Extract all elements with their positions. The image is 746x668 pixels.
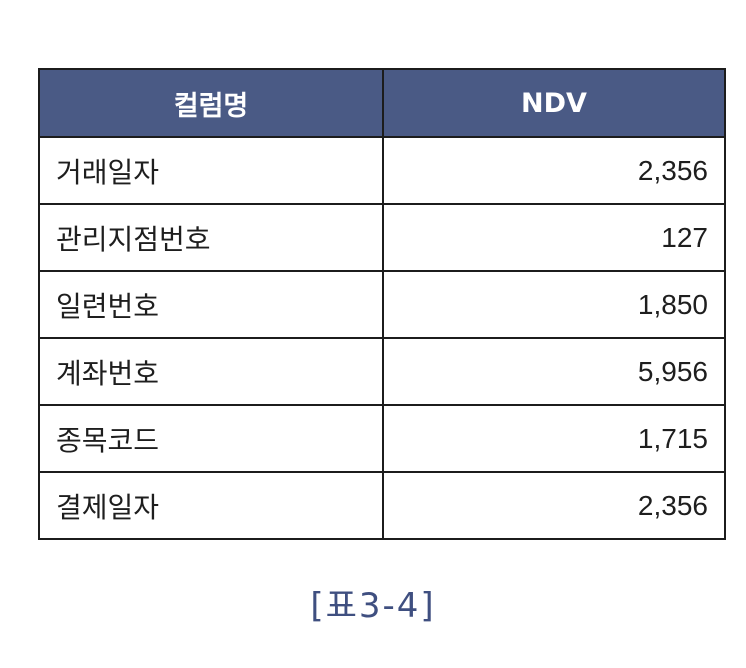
cell-column-name: 거래일자 [38,136,384,205]
table-row: 종목코드 1,715 [38,404,726,473]
table-row: 결제일자 2,356 [38,471,726,540]
column-header-ndv: NDV [382,68,726,138]
cell-column-name: 결제일자 [38,471,384,540]
header-row: 컬럼명 NDV [38,68,726,138]
ndv-table: 컬럼명 NDV 거래일자 2,356 관리지점번호 127 일련번호 1,850… [38,68,726,540]
cell-column-name: 일련번호 [38,270,384,339]
cell-ndv-value: 5,956 [382,337,726,406]
table-header: 컬럼명 NDV [38,68,726,138]
table-caption: [표3-4] [310,586,436,626]
cell-ndv-value: 127 [382,203,726,272]
cell-ndv-value: 2,356 [382,471,726,540]
table-row: 일련번호 1,850 [38,270,726,339]
cell-column-name: 종목코드 [38,404,384,473]
cell-ndv-value: 1,715 [382,404,726,473]
cell-column-name: 관리지점번호 [38,203,384,272]
table-body: 거래일자 2,356 관리지점번호 127 일련번호 1,850 계좌번호 5,… [38,136,726,540]
cell-ndv-value: 1,850 [382,270,726,339]
column-header-name: 컬럼명 [38,68,384,138]
table-row: 거래일자 2,356 [38,136,726,205]
table-row: 관리지점번호 127 [38,203,726,272]
table-row: 계좌번호 5,956 [38,337,726,406]
ndv-table-container: 컬럼명 NDV 거래일자 2,356 관리지점번호 127 일련번호 1,850… [38,68,726,540]
cell-ndv-value: 2,356 [382,136,726,205]
cell-column-name: 계좌번호 [38,337,384,406]
